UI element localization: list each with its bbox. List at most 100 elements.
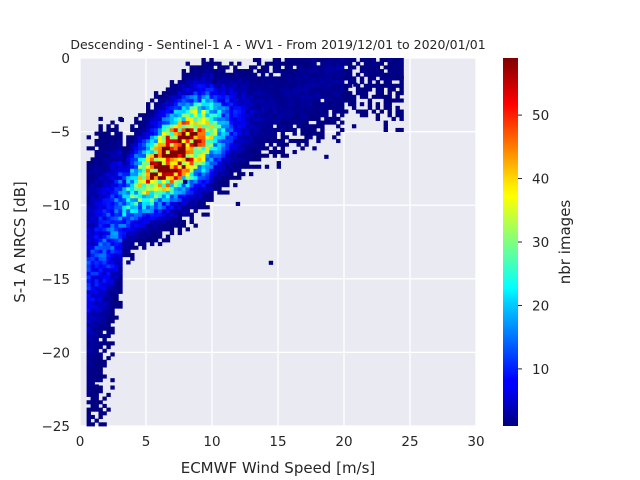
heatmap-cell bbox=[197, 109, 202, 114]
heatmap-cell bbox=[86, 289, 91, 294]
heatmap-cell bbox=[98, 411, 103, 416]
heatmap-cell bbox=[94, 345, 99, 350]
heatmap-cell bbox=[205, 127, 210, 132]
heatmap-cell bbox=[134, 238, 139, 243]
heatmap-cell bbox=[336, 91, 341, 96]
heatmap-cell bbox=[189, 98, 194, 103]
heatmap-cell bbox=[86, 275, 91, 280]
heatmap-cell bbox=[371, 61, 377, 66]
heatmap-cell bbox=[138, 234, 143, 239]
heatmap-cell bbox=[336, 105, 341, 110]
heatmap-cell bbox=[149, 190, 155, 195]
colorbar-label: nbr images bbox=[556, 200, 574, 285]
heatmap-cell bbox=[98, 271, 103, 276]
heatmap-cell bbox=[336, 138, 341, 144]
heatmap-cell bbox=[205, 65, 210, 70]
heatmap-cell bbox=[252, 80, 258, 85]
heatmap-cell bbox=[181, 190, 186, 195]
heatmap-cell bbox=[355, 72, 361, 77]
heatmap-cell bbox=[114, 138, 119, 144]
heatmap-cell bbox=[173, 223, 179, 228]
heatmap-cell bbox=[316, 58, 321, 63]
heatmap-cell bbox=[387, 109, 392, 114]
heatmap-cell bbox=[264, 135, 270, 140]
heatmap-cell bbox=[94, 418, 99, 423]
heatmap-cell bbox=[118, 194, 123, 199]
heatmap-cell bbox=[118, 201, 123, 206]
heatmap-cell bbox=[157, 186, 163, 191]
heatmap-cell bbox=[173, 150, 179, 155]
heatmap-cell bbox=[118, 172, 123, 177]
heatmap-cell bbox=[336, 80, 341, 85]
heatmap-cell bbox=[110, 227, 115, 232]
heatmap-cell bbox=[379, 58, 384, 63]
heatmap-cell bbox=[328, 58, 333, 63]
heatmap-cell bbox=[169, 91, 175, 96]
heatmap-cell bbox=[197, 102, 202, 107]
heatmap-cell bbox=[375, 80, 381, 85]
heatmap-cell bbox=[272, 102, 278, 107]
heatmap-cell bbox=[153, 157, 159, 162]
heatmap-cell bbox=[181, 113, 186, 118]
heatmap-cell bbox=[233, 91, 238, 96]
heatmap-cell bbox=[292, 138, 297, 144]
heatmap-cell bbox=[161, 197, 167, 202]
heatmap-cell bbox=[221, 87, 226, 92]
heatmap-cell bbox=[225, 150, 230, 155]
heatmap-cell bbox=[205, 94, 210, 99]
heatmap-cell bbox=[134, 146, 139, 151]
heatmap-cell bbox=[197, 94, 202, 99]
heatmap-cell bbox=[126, 183, 131, 188]
heatmap-cell bbox=[375, 116, 381, 121]
heatmap-cell bbox=[193, 175, 198, 180]
heatmap-cell bbox=[130, 179, 135, 184]
heatmap-cell bbox=[193, 201, 198, 206]
heatmap-cell bbox=[375, 113, 381, 118]
heatmap-cell bbox=[260, 91, 266, 96]
heatmap-cell bbox=[177, 179, 183, 184]
heatmap-cell bbox=[344, 83, 349, 88]
heatmap-cell bbox=[304, 65, 309, 70]
heatmap-cell bbox=[90, 348, 95, 353]
heatmap-cell bbox=[383, 98, 388, 103]
heatmap-cell bbox=[110, 161, 115, 166]
heatmap-cell bbox=[114, 183, 119, 188]
heatmap-cell bbox=[205, 142, 210, 147]
heatmap-cell bbox=[197, 113, 202, 118]
heatmap-cell bbox=[276, 83, 282, 88]
heatmap-cell bbox=[165, 157, 171, 162]
heatmap-cell bbox=[248, 138, 254, 144]
heatmap-cell bbox=[173, 216, 179, 221]
heatmap-cell bbox=[340, 94, 345, 99]
heatmap-cell bbox=[98, 308, 103, 313]
heatmap-cell bbox=[340, 65, 345, 70]
heatmap-cell bbox=[201, 183, 206, 188]
heatmap-cell bbox=[221, 183, 226, 188]
heatmap-cell bbox=[130, 150, 135, 155]
heatmap-cell bbox=[161, 212, 167, 217]
heatmap-cell bbox=[245, 157, 250, 162]
heatmap-cell bbox=[213, 109, 218, 114]
heatmap-cell bbox=[217, 186, 222, 191]
heatmap-cell bbox=[363, 65, 369, 70]
heatmap-cell bbox=[153, 205, 159, 210]
heatmap-cell bbox=[165, 208, 171, 213]
heatmap-cell bbox=[209, 186, 214, 191]
heatmap-cell bbox=[173, 164, 179, 169]
heatmap-cell bbox=[189, 135, 194, 140]
heatmap-cell bbox=[296, 142, 301, 147]
heatmap-cell bbox=[276, 116, 282, 121]
heatmap-cell bbox=[296, 58, 301, 63]
heatmap-cell bbox=[90, 275, 95, 280]
heatmap-cell bbox=[90, 400, 95, 405]
heatmap-cell bbox=[185, 80, 190, 85]
heatmap-cell bbox=[98, 345, 103, 350]
heatmap-cell bbox=[256, 109, 262, 114]
x-axis-label: ECMWF Wind Speed [m/s] bbox=[181, 459, 376, 477]
heatmap-cell bbox=[102, 138, 107, 144]
heatmap-cell bbox=[177, 208, 183, 213]
heatmap-cell bbox=[221, 157, 226, 162]
heatmap-cell bbox=[90, 337, 95, 342]
heatmap-cell bbox=[114, 168, 119, 173]
heatmap-cell bbox=[332, 116, 337, 121]
